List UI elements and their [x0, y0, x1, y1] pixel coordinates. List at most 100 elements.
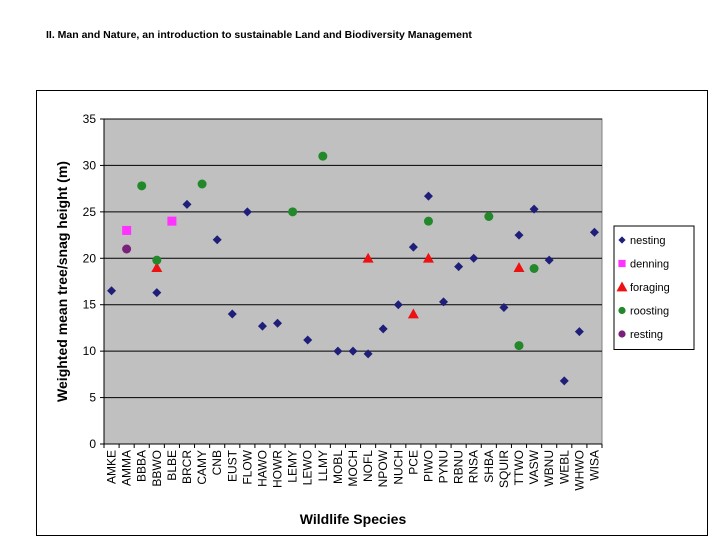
x-tick-label: TTWO	[512, 450, 526, 485]
x-tick-label: FLOW	[240, 449, 254, 484]
foraging-point	[407, 308, 419, 319]
y-tick-label: 20	[83, 251, 97, 265]
nesting-point	[574, 327, 584, 337]
x-tick-label: AMMA	[120, 450, 134, 486]
roosting-point	[197, 179, 207, 189]
x-tick-label: LLMY	[316, 450, 330, 481]
roosting-point	[529, 264, 539, 273]
nesting-point	[348, 346, 358, 356]
nesting-point	[499, 303, 509, 312]
legend-marker-roosting	[618, 306, 626, 315]
legend-box	[613, 225, 695, 350]
nesting-point	[423, 191, 433, 201]
x-tick-label: VASW	[527, 449, 541, 484]
nesting-point	[107, 286, 117, 296]
legend-label-denning: denning	[630, 259, 669, 271]
x-tick-label: NPOW	[376, 449, 390, 487]
x-tick-label: BBBA	[135, 450, 149, 482]
x-tick-label: RNSA	[467, 450, 481, 483]
nesting-point	[227, 309, 237, 319]
y-tick-label: 10	[83, 344, 97, 358]
denning-point	[122, 225, 132, 235]
nesting-point	[393, 300, 403, 310]
legend-marker-resting	[618, 330, 626, 338]
x-tick-label: WEBL	[557, 450, 571, 484]
x-tick-label: SQUIR	[497, 450, 511, 488]
x-tick-label: MOCH	[346, 450, 360, 487]
legend-label-resting: resting	[630, 329, 663, 341]
x-tick-label: BBWO	[150, 450, 164, 487]
nesting-point	[514, 230, 524, 240]
y-tick-label: 35	[83, 112, 97, 126]
x-tick-label: AMKE	[105, 450, 119, 484]
nesting-point	[152, 288, 162, 298]
roosting-point	[152, 255, 162, 265]
legend-marker-foraging	[616, 281, 628, 292]
nesting-point	[273, 318, 283, 328]
nesting-point	[242, 207, 252, 217]
nesting-point	[529, 204, 539, 214]
y-tick-label: 15	[83, 298, 97, 312]
x-tick-label: NUCH	[391, 450, 405, 485]
roosting-point	[137, 181, 147, 191]
nesting-point	[212, 235, 222, 245]
nesting-point	[439, 297, 449, 307]
x-tick-label: BRCR	[180, 450, 194, 484]
nesting-point	[333, 346, 343, 356]
foraging-point	[362, 252, 374, 263]
roosting-point	[484, 212, 494, 221]
legend-label-foraging: foraging	[630, 282, 670, 294]
x-tick-label: PCE	[406, 450, 420, 475]
chart-frame: 0 5 10 15 20 25 30 35 AMKE AMMA BBBA BBWO BLBE BRCR CA…	[36, 90, 708, 536]
legend-marker-nesting	[618, 236, 626, 244]
legend-label-roosting: roosting	[630, 306, 669, 318]
x-tick-label: LEMY	[286, 450, 300, 483]
roosting-point	[423, 216, 433, 226]
resting-point	[122, 244, 132, 254]
y-tick-label: 0	[89, 437, 96, 451]
x-tick-label: NOFL	[361, 450, 375, 482]
foraging-point	[513, 262, 525, 272]
legend-marker-denning	[618, 259, 626, 268]
x-tick-label: BLBE	[165, 450, 179, 481]
legend-label-nesting: nesting	[630, 235, 665, 247]
nesting-point	[454, 262, 464, 272]
x-tick-label: WBNU	[542, 450, 556, 487]
y-axis-title: Weighted mean tree/snag height (m)	[54, 161, 70, 402]
foraging-point	[151, 262, 163, 272]
page-header: II. Man and Nature, an introduction to s…	[46, 29, 472, 41]
x-tick-label: EUST	[225, 449, 239, 482]
x-tick-label: CAMY	[195, 450, 209, 485]
roosting-point	[318, 151, 328, 161]
x-tick-label: LEWO	[301, 450, 315, 485]
x-axis-title: Wildlife Species	[300, 511, 407, 527]
scatter-chart: 0 5 10 15 20 25 30 35 AMKE AMMA BBBA BBWO BLBE BRCR CA…	[54, 112, 695, 527]
x-tick-label: SHBA	[482, 450, 496, 483]
plot-area	[103, 118, 603, 445]
denning-point	[167, 216, 177, 226]
nesting-point	[182, 199, 192, 209]
x-tick-label: HAWO	[255, 450, 269, 487]
x-tick-label: RBNU	[452, 450, 466, 484]
x-tick-label: CNB	[210, 450, 224, 475]
x-tick-label: MOBL	[331, 450, 345, 484]
x-tick-label: PIWO	[421, 450, 435, 482]
roosting-point	[288, 207, 298, 217]
nesting-point	[257, 321, 267, 331]
x-tick-label: PYNU	[437, 450, 451, 483]
x-tick-label: HOWR	[271, 450, 285, 488]
y-tick-label: 25	[83, 205, 97, 219]
nesting-point	[378, 324, 388, 334]
x-tick-label: WISA	[587, 450, 601, 481]
nesting-point	[408, 242, 418, 252]
x-tick-label: WHWO	[572, 450, 586, 491]
nesting-point	[363, 349, 373, 359]
nesting-point	[559, 376, 569, 386]
y-tick-label: 5	[89, 391, 96, 405]
roosting-point	[514, 341, 524, 351]
foraging-point	[422, 252, 434, 263]
nesting-point	[544, 255, 554, 265]
nesting-point	[303, 335, 313, 345]
y-tick-label: 30	[83, 158, 97, 172]
nesting-point	[589, 227, 599, 237]
